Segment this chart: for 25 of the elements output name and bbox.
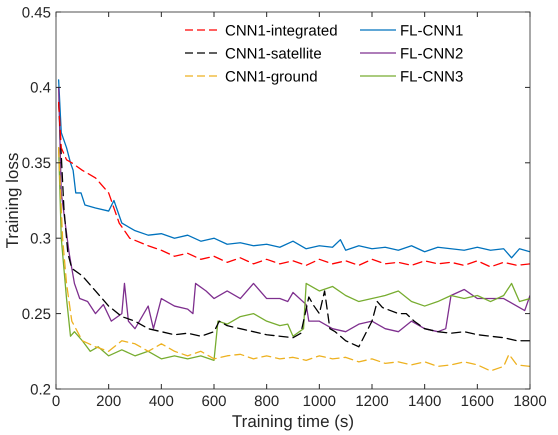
legend-label: CNN1-integrated	[225, 22, 338, 40]
x-tick-label: 1200	[355, 393, 389, 410]
x-tick-label: 200	[96, 393, 122, 410]
line-series	[58, 102, 530, 268]
x-tick-label: 0	[52, 393, 60, 410]
y-tick-label: 0.3	[30, 230, 51, 248]
y-tick-label: 0.4	[30, 80, 51, 97]
legend-label: FL-CNN2	[400, 45, 464, 62]
legend-label: FL-CNN3	[400, 68, 464, 86]
y-tick-label: 0.35	[22, 155, 51, 172]
x-tick-label: 600	[201, 393, 227, 410]
y-tick-label: 0.45	[22, 4, 51, 22]
x-tick-label: 1400	[408, 393, 442, 410]
legend-label: CNN1-ground	[225, 68, 318, 86]
legend-label: CNN1-satellite	[225, 45, 322, 62]
y-tick-label: 0.2	[30, 381, 51, 398]
x-tick-label: 1800	[513, 393, 547, 410]
x-tick-label: 1000	[302, 393, 336, 410]
x-tick-label: 800	[254, 393, 280, 410]
y-axis-title: Training loss	[3, 152, 22, 248]
x-tick-label: 400	[148, 393, 174, 410]
legend-label: FL-CNN1	[400, 22, 464, 40]
y-tick-label: 0.25	[22, 306, 51, 323]
x-axis-title: Training time (s)	[232, 412, 354, 431]
x-tick-label: 1600	[460, 393, 494, 410]
